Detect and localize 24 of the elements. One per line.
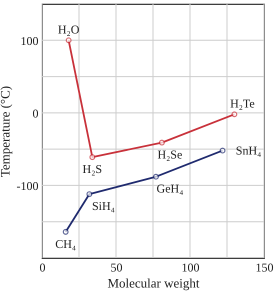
point	[231, 111, 238, 118]
point	[62, 228, 69, 235]
point	[220, 148, 226, 154]
annotation: H₂Te	[230, 96, 255, 110]
point	[66, 37, 72, 44]
y-tick-label: -100	[16, 178, 38, 193]
x-tick-label: 100	[182, 260, 200, 274]
y-tick-label: 100	[20, 34, 38, 48]
annotation: GeH₄	[156, 182, 184, 196]
point	[89, 154, 96, 160]
annotation: H₂S	[82, 162, 102, 176]
annotation: SnH₄	[236, 144, 262, 158]
annotation: CH₄	[55, 236, 76, 251]
x-tick-label: 50	[110, 260, 122, 274]
y-axis-title: Temperature (°C)	[0, 86, 13, 178]
point	[153, 174, 159, 180]
x-tick-label: 150	[256, 260, 274, 274]
annotation: SiH₄	[92, 199, 115, 214]
annotation: H₂Se	[157, 148, 182, 162]
point	[86, 191, 92, 198]
annotation: H₂O	[58, 22, 80, 36]
y-tick-label: 0	[32, 106, 38, 120]
point	[158, 140, 165, 146]
x-axis-title: Molecular weight	[107, 276, 200, 290]
